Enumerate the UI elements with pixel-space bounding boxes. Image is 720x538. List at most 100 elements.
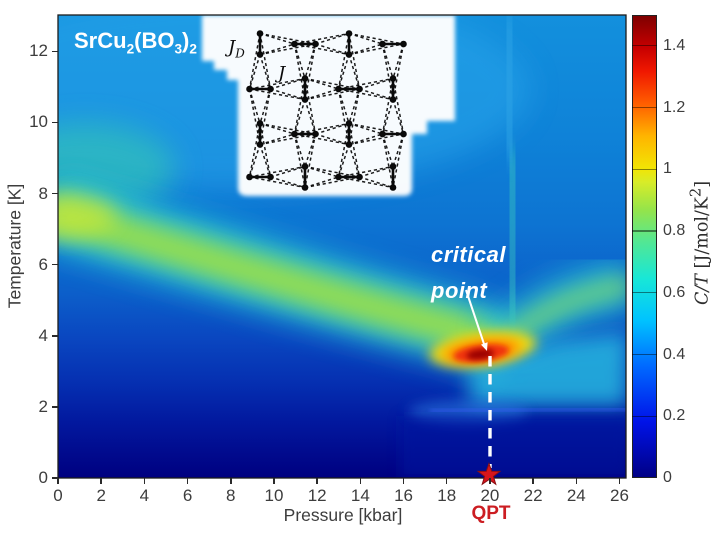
lattice-j-bond [392,99,405,135]
lattice-j-bond [270,176,306,189]
lattice-spin-dot [356,173,363,181]
x-tick-label: 8 [226,486,236,505]
colorbar-tick-line [632,230,657,232]
y-tick-mark [52,192,58,195]
lattice-j-bond [348,54,361,90]
x-tick-mark [230,478,232,484]
ridge-left-yellow [58,194,117,238]
colorbar-tick-label: 1.4 [663,36,686,54]
y-tick-label: 10 [29,112,48,132]
lattice-j-bond [248,123,261,178]
lattice-j-bond [293,133,306,188]
x-tick-mark [445,478,448,484]
lattice-j-bond [259,123,272,178]
lattice-j-bond [248,88,261,124]
lattice-spin-dot [312,130,319,138]
y-tick-mark [52,263,58,266]
lattice-j-bond [337,54,350,90]
y-tick-label: 2 [38,396,48,416]
lattice-spin-dot [389,184,397,191]
x-tick-label: 18 [437,486,457,505]
lattice-spin-dot [345,51,353,58]
lattice-j-bond [259,54,272,90]
x-tick-label: 14 [350,486,370,505]
lattice-spin-dot [256,141,264,148]
colorbar-tick-label: 1 [663,160,672,178]
y-tick-label: 12 [29,41,48,61]
critical-point-line1: critical [431,242,506,267]
y-tick-mark [52,50,58,53]
coupling-j-label: J [278,63,286,84]
x-tick-label: 16 [394,486,414,505]
lattice-spin-dot [256,51,264,58]
x-tick-mark [618,478,621,484]
x-tick-label: 2 [96,486,106,505]
lattice-j-bond [293,43,306,79]
colorbar-tick-label: 1.2 [663,98,686,116]
colorbar [632,15,657,478]
lattice-j-bond [259,122,295,135]
lattice-spin-dot [267,173,274,181]
colorbar-tick-label: 0.6 [663,283,686,301]
lattice-j-bond [304,133,317,188]
lattice-spin-dot [356,85,363,93]
vertical-stripe-upper [495,15,524,161]
x-tick-mark [489,478,491,484]
x-tick-label: 26 [610,486,629,505]
lattice-j-bond [259,32,295,45]
shastry-sutherland-lattice [246,30,407,191]
lattice-spin-dot [301,163,309,170]
x-tick-mark [186,478,189,484]
lattice-spin-dot [400,40,407,48]
x-tick-mark [575,478,578,484]
x-tick-mark [359,478,362,484]
colorbar-tick-line [632,168,657,170]
x-tick-label: 24 [566,486,586,505]
x-tick-mark [402,478,405,484]
qpt-label: QPT [471,503,511,524]
x-tick-label: 20 [480,486,500,505]
critical-point-arrowhead [481,342,488,351]
lattice-j-bond [259,43,295,56]
lattice-spin-dot [256,120,264,127]
x-tick-label: 22 [523,486,543,505]
low-T-dark-band [400,416,626,478]
lattice-j-bond [270,165,306,178]
lattice-spin-dot [389,75,397,82]
x-tick-mark [273,478,275,484]
coupling-jd-label: JD [228,37,245,61]
colorbar-tick-line [632,353,657,356]
lattice-spin-dot [345,141,353,148]
y-tick-mark [52,477,58,479]
y-tick-mark [52,121,58,124]
x-tick-mark [100,478,102,484]
lattice-spin-dot [256,30,264,37]
lattice-spin-dot [291,40,298,48]
x-tick-label: 6 [182,486,193,505]
colorbar-tick-line [632,415,657,417]
lattice-spin-dot [400,130,407,138]
x-tick-mark [316,478,318,484]
lattice-j-bond [392,133,405,188]
vertical-stripe-lower [498,149,527,323]
lattice-spin-dot [246,173,253,181]
lattice-spin-dot [291,130,298,138]
lattice-j-bond [337,88,350,124]
lattice-spin-dot [379,40,386,48]
colorbar-tick-line [632,107,657,109]
y-tick-label: 6 [38,254,48,274]
lattice-j-bond [348,88,361,124]
y-tick-label: 4 [38,325,48,345]
lattice-j-bond [392,43,405,79]
x-tick-mark [143,478,146,484]
y-tick-label: 8 [38,183,48,203]
lattice-spin-dot [335,173,342,181]
lattice-j-bond [304,99,317,135]
lattice-j-bond [348,123,361,178]
compound-title: SrCu2(BO3)2 [74,28,197,57]
lattice-j-bond [304,43,317,79]
x-tick-label: 0 [53,486,63,505]
lattice-j-bond [381,133,394,188]
